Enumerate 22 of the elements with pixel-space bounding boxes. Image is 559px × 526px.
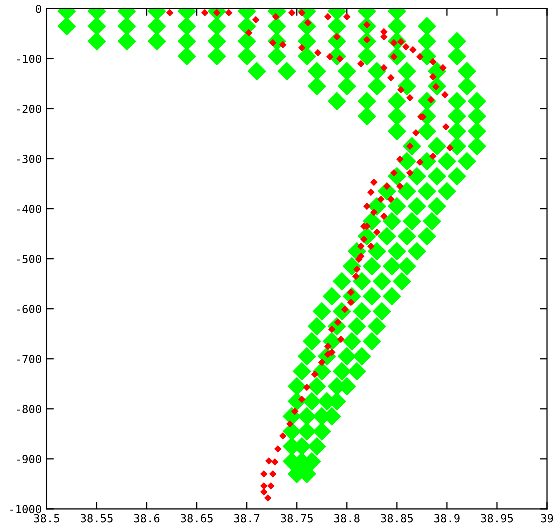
x-tick-label: 38.75: [281, 514, 313, 523]
x-tick-label: 38.6: [134, 514, 160, 523]
y-tick-label: -200: [17, 104, 42, 114]
y-tick-label: -800: [17, 405, 42, 414]
y-tick-label: -300: [17, 155, 42, 164]
y-tick-label: -900: [17, 455, 42, 464]
x-tick-label: 38.85: [381, 514, 414, 523]
x-tick-label: 38.65: [181, 514, 213, 523]
x-tick-label: 38.5: [34, 514, 60, 523]
y-tick-label: -700: [17, 355, 42, 364]
y-tick-label: -600: [17, 305, 42, 314]
y-tick-label: 0: [36, 4, 42, 14]
y-tick-label: -100: [17, 54, 42, 64]
x-tick-label: 39: [541, 514, 554, 523]
y-tick-label: -1000: [10, 505, 42, 514]
x-tick-label: 38.7: [234, 514, 260, 523]
y-tick-label: -500: [17, 255, 42, 264]
x-tick-label: 38.55: [81, 514, 113, 523]
x-tick-label: 38.95: [481, 514, 514, 523]
y-tick-label: -400: [17, 205, 42, 214]
x-tick-label: 38.8: [334, 514, 360, 523]
x-tick-label: 38.9: [434, 514, 460, 523]
